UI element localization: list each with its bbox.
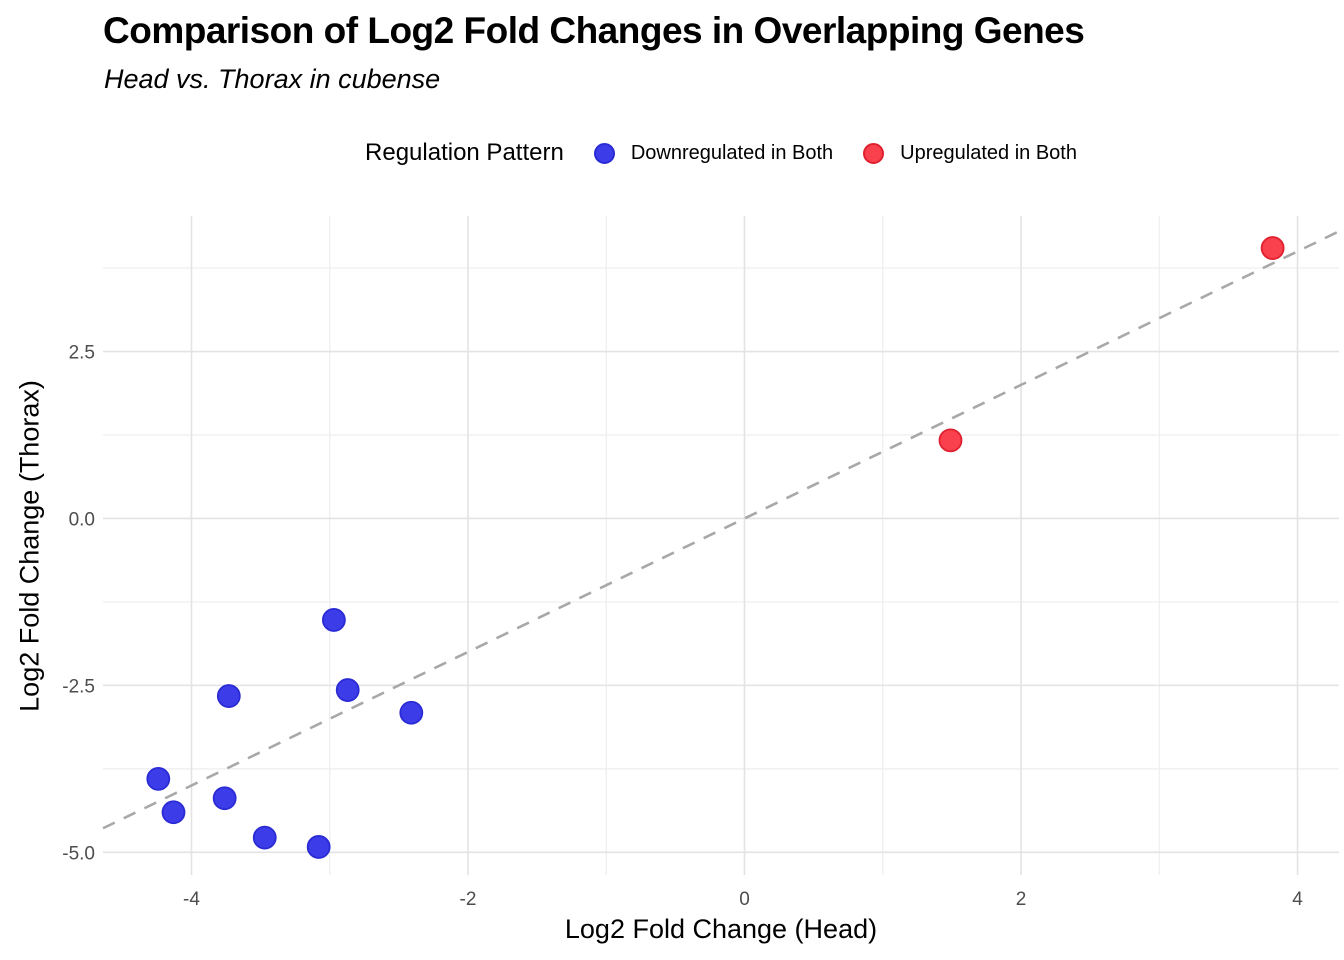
data-point bbox=[399, 700, 424, 725]
data-point bbox=[212, 786, 237, 811]
chart-title: Comparison of Log2 Fold Changes in Overl… bbox=[103, 10, 1085, 51]
y-tick-label: -2.5 bbox=[62, 676, 95, 697]
legend-item-label: Upregulated in Both bbox=[900, 141, 1077, 164]
legend-title: Regulation Pattern bbox=[365, 139, 564, 166]
data-point bbox=[161, 800, 186, 825]
y-tick-label: 2.5 bbox=[69, 343, 95, 364]
axis-tick-labels: -4 -2 0 2 4 -5.0 -2.5 0.0 2.5 bbox=[62, 343, 1303, 910]
chart-subtitle: Head vs. Thorax in cubense bbox=[104, 64, 441, 94]
y-tick-label: -5.0 bbox=[62, 843, 95, 864]
legend-item-label: Downregulated in Both bbox=[630, 141, 834, 164]
data-point bbox=[306, 835, 331, 859]
upregulated-swatch-icon bbox=[863, 142, 885, 164]
major-gridlines bbox=[103, 216, 1339, 875]
y-tick-label: 0.0 bbox=[69, 509, 95, 530]
data-point bbox=[335, 678, 360, 702]
data-point bbox=[1260, 236, 1285, 260]
series-downregulated-in-both bbox=[146, 608, 424, 859]
legend-item-downregulated: Downregulated in Both bbox=[593, 141, 834, 165]
x-axis-title: Log2 Fold Change (Head) bbox=[564, 914, 878, 944]
data-point bbox=[938, 428, 963, 453]
data-point bbox=[321, 608, 346, 632]
downregulated-swatch-icon bbox=[593, 142, 615, 164]
x-tick-label: 4 bbox=[1292, 889, 1303, 910]
x-tick-label: -4 bbox=[183, 889, 200, 910]
minor-gridlines bbox=[103, 216, 1339, 875]
data-point bbox=[146, 766, 171, 791]
identity-reference-line bbox=[102, 230, 1340, 830]
data-point bbox=[216, 684, 241, 708]
legend: Regulation Pattern Downregulated in Both… bbox=[98, 131, 1344, 175]
legend-item-upregulated: Upregulated in Both bbox=[863, 142, 1077, 165]
x-tick-label: 2 bbox=[1016, 889, 1027, 910]
x-tick-label: -2 bbox=[460, 889, 477, 910]
series-upregulated-in-both bbox=[938, 236, 1285, 453]
y-axis-title: Log2 Fold Change (Thorax) bbox=[14, 380, 45, 712]
x-tick-label: 0 bbox=[739, 889, 750, 910]
data-point bbox=[252, 825, 277, 850]
